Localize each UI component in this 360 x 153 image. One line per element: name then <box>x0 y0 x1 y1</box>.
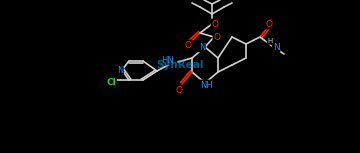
Text: O: O <box>266 19 273 28</box>
Text: Cl: Cl <box>106 78 116 86</box>
Text: NH: NH <box>200 80 212 90</box>
Text: SynReal: SynReal <box>156 60 204 70</box>
Text: O: O <box>185 41 192 50</box>
Text: O: O <box>176 86 183 95</box>
Text: O: O <box>212 19 219 28</box>
Text: HN: HN <box>161 56 174 65</box>
Text: N: N <box>199 43 205 52</box>
Text: O: O <box>213 32 221 41</box>
Text: H: H <box>267 38 273 44</box>
Text: N: N <box>117 65 123 75</box>
Text: N: N <box>273 43 279 52</box>
